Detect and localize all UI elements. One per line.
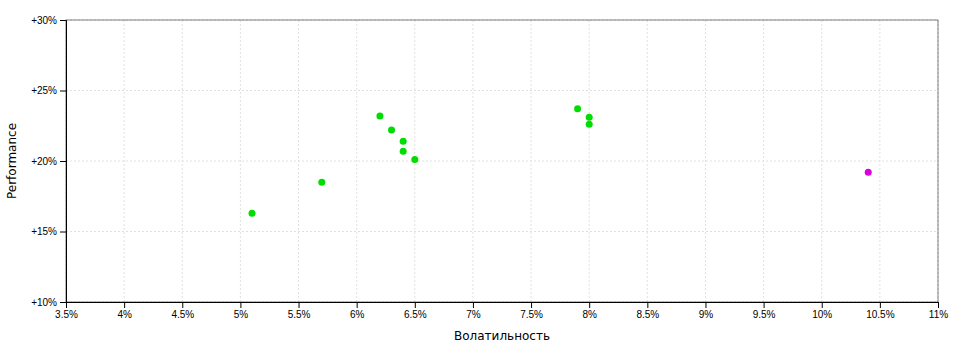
grid-line	[240, 20, 241, 302]
tick-label: 6.5%	[404, 309, 427, 320]
tick-mark	[764, 302, 765, 308]
tick-mark	[473, 302, 474, 308]
tick-label: 4%	[117, 309, 132, 320]
tick: +30%	[31, 15, 66, 26]
tick: 10%	[812, 302, 832, 320]
point	[388, 126, 395, 133]
tick-mark	[938, 302, 939, 308]
tick: 11%	[929, 302, 948, 320]
tick-label: 8.5%	[636, 309, 659, 320]
tick-label: 5.5%	[288, 309, 311, 320]
tick-label: 3.5%	[55, 309, 78, 320]
tick-mark	[647, 302, 648, 308]
tick-label: 10.5%	[866, 309, 894, 320]
point	[400, 148, 407, 155]
tick-label: 7%	[466, 309, 481, 320]
tick-mark	[60, 302, 66, 303]
tick-label: 9.5%	[753, 309, 776, 320]
grid-line	[66, 161, 938, 162]
grid-line	[66, 90, 938, 91]
tick: +15%	[31, 226, 66, 237]
point	[411, 156, 418, 163]
tick-mark	[880, 302, 881, 308]
tick: 5.5%	[288, 302, 311, 320]
grid-line	[589, 20, 590, 302]
tick-mark	[357, 302, 358, 308]
grid	[66, 20, 938, 302]
marks	[249, 105, 872, 216]
point	[400, 138, 407, 145]
tick-label: 9%	[699, 309, 714, 320]
tick-label: +15%	[31, 226, 57, 237]
tick-mark	[60, 20, 66, 21]
tick: +10%	[31, 297, 66, 308]
tick-mark	[531, 302, 532, 308]
point	[865, 169, 872, 176]
tick-label: 7.5%	[520, 309, 543, 320]
tick: 4.5%	[171, 302, 194, 320]
y-axis-title: Performance	[5, 123, 19, 199]
tick: 5%	[234, 302, 249, 320]
series	[249, 105, 593, 216]
series	[865, 169, 872, 176]
tick: 4%	[117, 302, 132, 320]
y-axis: +10% +15% +20% +25% +30%	[31, 15, 66, 308]
tick-mark	[60, 232, 66, 233]
tick: 8.5%	[636, 302, 659, 320]
grid-line	[356, 20, 357, 302]
tick: 7%	[466, 302, 481, 320]
axis-line	[67, 303, 939, 309]
tick-label: 5%	[234, 309, 249, 320]
tick-label: 8%	[582, 309, 597, 320]
tick-mark	[60, 161, 66, 162]
x-axis-title: Волатильность	[454, 329, 550, 343]
tick: 6%	[350, 302, 365, 320]
tick: 3.5%	[55, 302, 78, 320]
tick-label: +10%	[31, 297, 57, 308]
tick-mark	[705, 302, 706, 308]
grid-line	[705, 20, 706, 302]
tick-mark	[589, 302, 590, 308]
point	[249, 210, 256, 217]
tick-mark	[299, 302, 300, 308]
tick-label: 11%	[929, 309, 948, 320]
axis-line	[60, 21, 67, 303]
tick-label: 4.5%	[171, 309, 194, 320]
tick-mark	[240, 302, 241, 308]
tick: 9.5%	[753, 302, 776, 320]
tick-mark	[124, 302, 125, 308]
chart: 3.5% 4% 4.5% 5% 5.5% 6% 6.5% 7% 7.5% 8% 8.5% 9% 9.5%…	[0, 0, 966, 350]
tick: 8%	[582, 302, 597, 320]
tick: 10.5%	[866, 302, 894, 320]
tick-mark	[182, 302, 183, 308]
point	[586, 114, 593, 121]
grid-line	[66, 231, 938, 232]
tick-mark	[415, 302, 416, 308]
plot-area: 3.5% 4% 4.5% 5% 5.5% 6% 6.5% 7% 7.5% 8% 8.5% 9% 9.5%…	[31, 15, 948, 320]
tick-mark	[822, 302, 823, 308]
tick-label: +25%	[31, 85, 57, 96]
tick: 7.5%	[520, 302, 543, 320]
point	[318, 179, 325, 186]
tick: +20%	[31, 156, 66, 167]
x-axis: 3.5% 4% 4.5% 5% 5.5% 6% 6.5% 7% 7.5% 8% 8.5% 9% 9.5%…	[55, 302, 948, 320]
tick-label: +20%	[31, 156, 57, 167]
point	[574, 105, 581, 112]
tick-label: 10%	[812, 309, 832, 320]
tick-label: 6%	[350, 309, 365, 320]
grid-line	[472, 20, 473, 302]
tick: +25%	[31, 85, 66, 96]
tick-label: +30%	[31, 15, 57, 26]
tick: 6.5%	[404, 302, 427, 320]
point	[586, 121, 593, 128]
tick: 9%	[699, 302, 714, 320]
tick-mark	[60, 91, 66, 92]
point	[376, 112, 383, 119]
plot-frame	[66, 20, 938, 302]
